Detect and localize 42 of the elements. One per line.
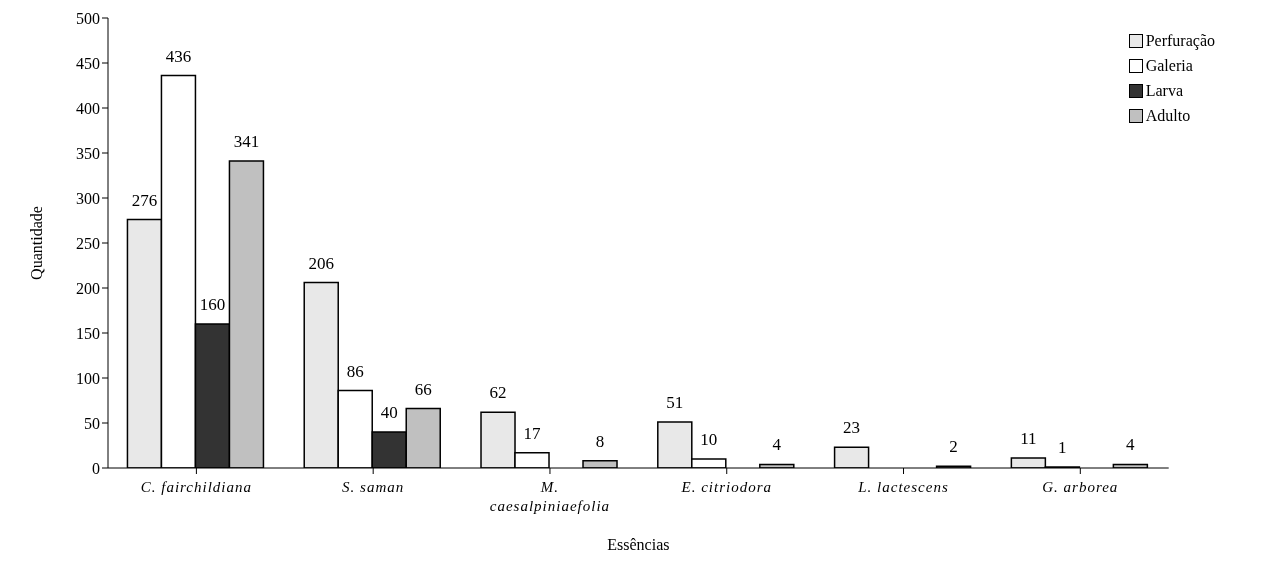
data-label: 8 [595, 431, 605, 451]
data-label: 66 [414, 379, 432, 399]
legend-label: Larva [1145, 81, 1184, 101]
data-label: 206 [308, 253, 334, 273]
data-label: 276 [131, 190, 158, 210]
y-tick-label: 0 [92, 459, 100, 477]
legend-label: Perfuração [1145, 31, 1215, 52]
data-label: 4 [1126, 435, 1136, 455]
data-label: 436 [165, 46, 192, 66]
data-label: 160 [199, 295, 226, 314]
y-tick-label: 350 [76, 144, 100, 162]
x-axis-title: Essências [607, 536, 670, 553]
legend-label: Galeria [1145, 56, 1193, 76]
data-label: 11 [1020, 429, 1037, 449]
y-axis-title: Quantidade [27, 206, 45, 280]
x-tick-label: M. caesalpiniaefolia [489, 479, 611, 514]
y-tick-label: 500 [76, 9, 100, 27]
data-label: 4 [772, 435, 782, 455]
y-tick-label: 150 [76, 324, 100, 342]
y-tick-label: 250 [76, 234, 100, 252]
legend-label: Adulto [1145, 106, 1191, 126]
x-tick-label: L. lactescens [857, 479, 949, 495]
y-tick-label: 300 [76, 189, 100, 207]
y-tick-label: 400 [76, 99, 100, 117]
y-tick-label: 100 [76, 369, 100, 387]
x-tick-label: C. fairchildiana [140, 479, 253, 495]
data-label: 2 [949, 437, 958, 457]
data-label: 1 [1058, 438, 1067, 458]
data-label: 62 [489, 383, 507, 403]
data-label: 10 [700, 430, 718, 449]
y-tick-label: 200 [76, 279, 100, 297]
x-tick-label: G. arborea [1042, 479, 1119, 495]
y-tick-label: 450 [76, 54, 100, 72]
data-label: 86 [346, 361, 364, 381]
data-label: 40 [380, 403, 398, 422]
data-label: 51 [666, 393, 684, 413]
x-tick-label: S. saman [342, 479, 405, 495]
x-tick-label: E. citriodora [680, 479, 772, 495]
data-label: 341 [233, 132, 260, 152]
data-label: 17 [523, 423, 542, 443]
y-tick-label: 50 [84, 414, 100, 432]
data-label: 23 [843, 418, 861, 438]
